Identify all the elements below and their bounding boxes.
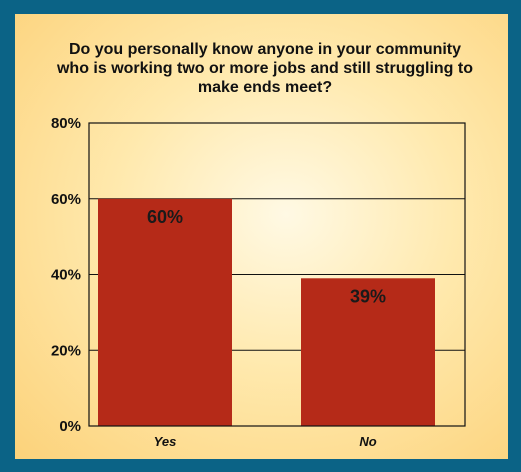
- bar-chart: 0% 20% 40% 60% 80% 60% Yes 39% No: [51, 115, 466, 449]
- y-tick-label: 20%: [51, 342, 81, 359]
- y-tick-label: 80%: [51, 115, 81, 132]
- chart-panel: Do you personally know anyone in your co…: [15, 14, 508, 459]
- y-tick-label: 60%: [51, 191, 81, 208]
- y-tick-label: 0%: [59, 418, 81, 435]
- chart-title: Do you personally know anyone in your co…: [56, 41, 473, 96]
- bar: [98, 198, 232, 426]
- x-tick-label: Yes: [154, 434, 177, 449]
- plot-border: [88, 122, 466, 427]
- bar-value-label: 39%: [350, 286, 386, 306]
- x-tick-label: No: [359, 434, 376, 449]
- bar-value-label: 60%: [147, 207, 183, 227]
- bar: [301, 278, 435, 426]
- y-tick-label: 40%: [51, 267, 81, 284]
